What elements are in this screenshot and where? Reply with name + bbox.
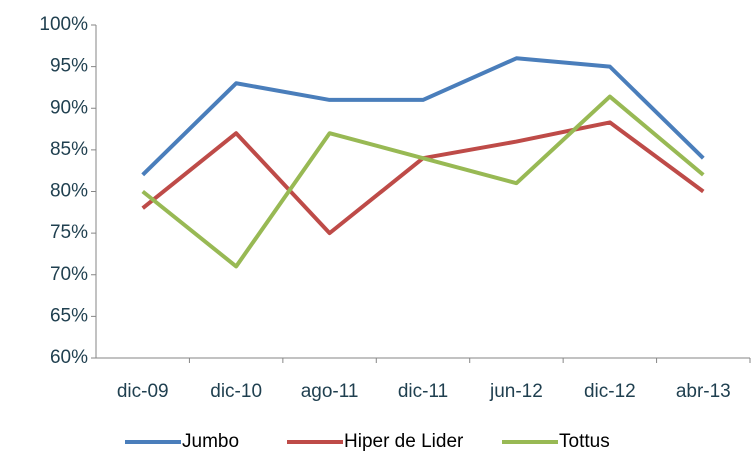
- y-tick-label: 80%: [50, 181, 88, 202]
- x-tick-label: dic-11: [398, 381, 448, 402]
- x-tick-label: dic-12: [584, 381, 636, 402]
- x-tick-label: abr-13: [676, 381, 731, 402]
- x-tick-label: jun-12: [489, 381, 543, 402]
- y-tick-label: 75%: [50, 222, 88, 243]
- y-tick-label: 85%: [50, 139, 88, 160]
- series-line: [141, 94, 705, 269]
- y-tick-label: 95%: [50, 56, 88, 77]
- y-tick-label: 90%: [50, 97, 88, 118]
- series-line: [141, 120, 705, 236]
- legend-label: Hiper de Lider: [344, 431, 464, 452]
- x-tick-label: dic-09: [117, 381, 169, 402]
- legend-label: Tottus: [559, 431, 610, 452]
- series-line: [141, 56, 705, 177]
- y-tick-label: 65%: [50, 305, 88, 326]
- x-tick-label: dic-10: [210, 381, 262, 402]
- y-tick-label: 70%: [50, 264, 88, 285]
- y-tick-label: 60%: [50, 347, 88, 368]
- y-tick-label: 100%: [39, 14, 88, 35]
- legend-label: Jumbo: [182, 431, 239, 452]
- x-tick-label: ago-11: [301, 381, 359, 402]
